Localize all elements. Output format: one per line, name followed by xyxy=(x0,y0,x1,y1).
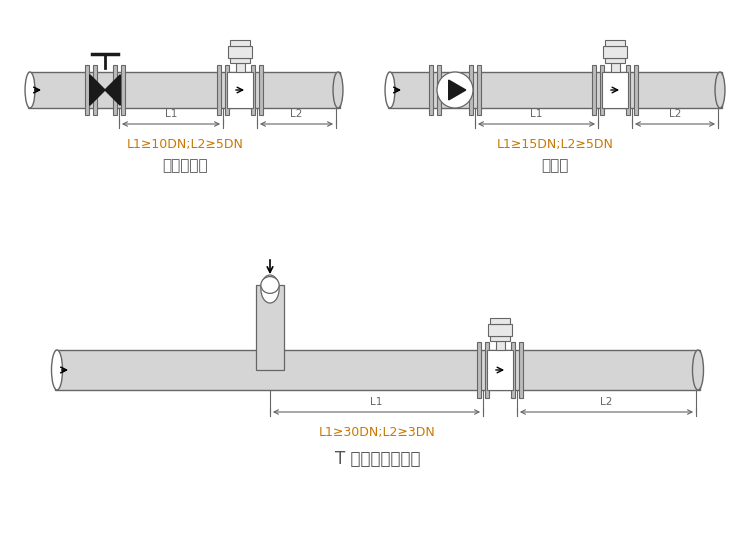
Bar xyxy=(626,65,630,115)
Text: L2: L2 xyxy=(669,109,681,119)
Ellipse shape xyxy=(333,72,343,108)
Text: L1: L1 xyxy=(165,109,177,119)
Bar xyxy=(121,65,125,115)
Bar xyxy=(487,350,513,390)
Text: L1: L1 xyxy=(370,397,382,407)
Bar xyxy=(496,341,505,350)
Ellipse shape xyxy=(385,72,395,108)
Bar xyxy=(634,65,638,115)
Bar xyxy=(490,318,510,324)
Bar xyxy=(236,63,244,72)
Bar xyxy=(519,342,523,398)
Bar xyxy=(602,72,628,108)
Bar xyxy=(437,65,441,115)
Bar xyxy=(251,65,255,115)
Ellipse shape xyxy=(261,275,279,303)
Text: L1: L1 xyxy=(530,109,543,119)
Polygon shape xyxy=(90,75,105,105)
Polygon shape xyxy=(448,80,466,100)
Text: T 形三通、混合流: T 形三通、混合流 xyxy=(334,450,420,468)
Bar xyxy=(113,65,117,115)
Bar xyxy=(230,58,250,63)
Bar xyxy=(429,65,433,115)
Bar xyxy=(228,46,252,58)
Bar xyxy=(605,58,625,63)
Bar xyxy=(388,72,722,108)
Bar xyxy=(610,63,620,72)
Ellipse shape xyxy=(261,277,279,293)
Bar xyxy=(477,65,481,115)
Bar xyxy=(511,342,515,398)
Bar xyxy=(592,65,596,115)
Bar xyxy=(256,285,284,370)
Text: L1≥30DN;L2≥3DN: L1≥30DN;L2≥3DN xyxy=(320,426,436,439)
Bar xyxy=(85,65,89,115)
Text: L2: L2 xyxy=(600,397,613,407)
Text: L1≥10DN;L2≥5DN: L1≥10DN;L2≥5DN xyxy=(127,138,244,151)
Bar xyxy=(28,72,340,108)
Ellipse shape xyxy=(715,72,725,108)
Text: 泵下游: 泵下游 xyxy=(542,158,568,173)
Bar xyxy=(603,46,627,58)
Bar xyxy=(490,336,510,341)
Text: L2: L2 xyxy=(290,109,303,119)
Bar xyxy=(488,324,512,336)
Text: L1≥15DN;L2≥5DN: L1≥15DN;L2≥5DN xyxy=(496,138,614,151)
Bar xyxy=(217,65,221,115)
Bar xyxy=(230,40,250,46)
Ellipse shape xyxy=(25,72,35,108)
Polygon shape xyxy=(105,75,120,105)
Text: 截止阀下游: 截止阀下游 xyxy=(162,158,208,173)
Ellipse shape xyxy=(692,350,703,390)
Bar xyxy=(225,65,229,115)
Bar xyxy=(93,65,97,115)
Circle shape xyxy=(437,72,473,108)
Ellipse shape xyxy=(52,350,62,390)
Bar xyxy=(55,350,700,390)
Bar xyxy=(605,40,625,46)
Bar xyxy=(477,342,481,398)
Bar xyxy=(469,65,473,115)
Bar xyxy=(485,342,489,398)
Bar xyxy=(600,65,604,115)
Bar xyxy=(227,72,253,108)
Bar xyxy=(259,65,263,115)
